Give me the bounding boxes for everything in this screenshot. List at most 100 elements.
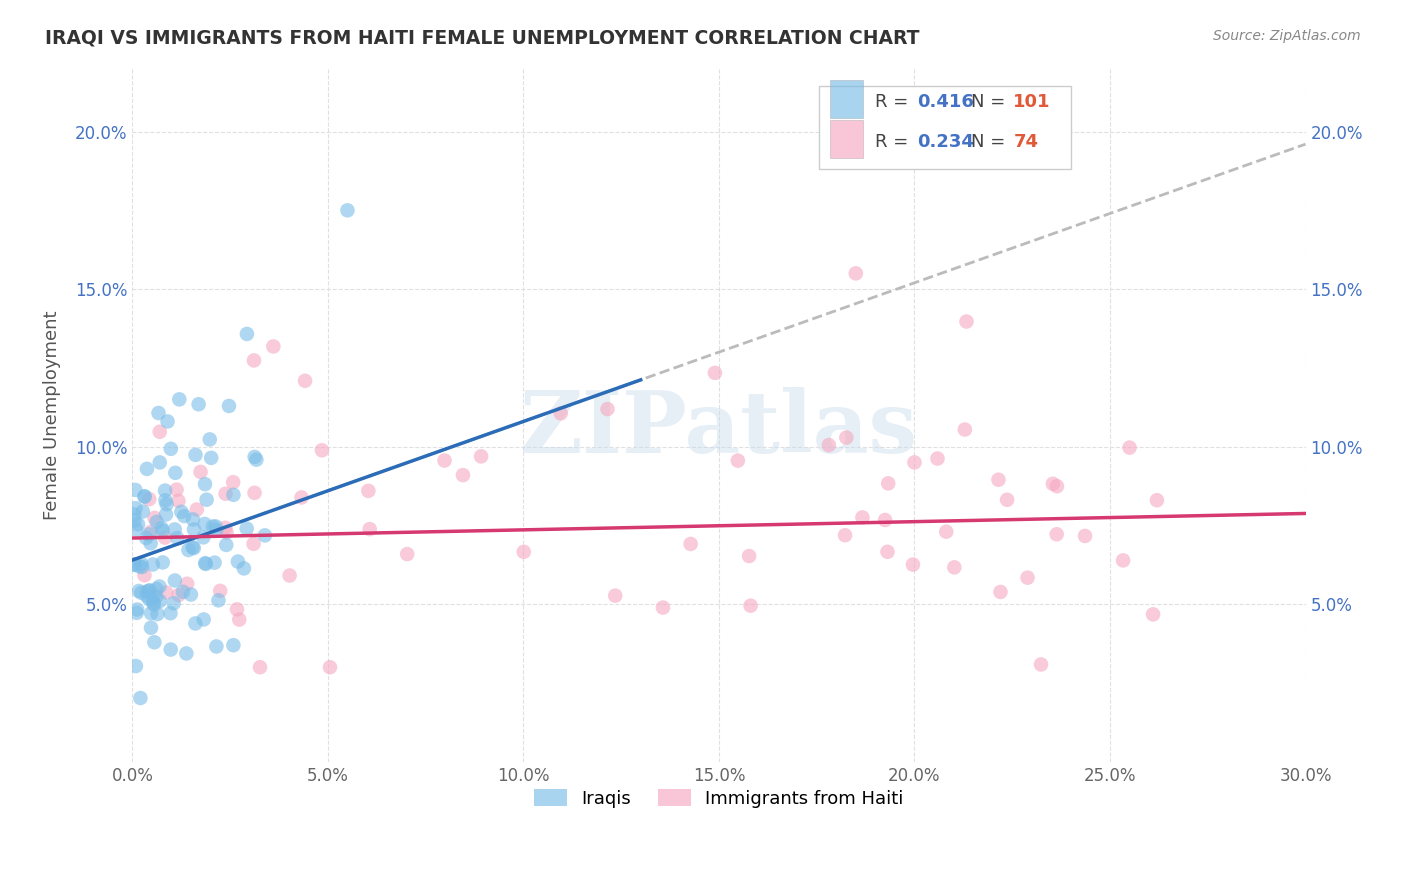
Point	[201, 519, 224, 533]
Point	[153, 531, 176, 545]
Point	[242, 537, 264, 551]
Text: Source: ZipAtlas.com: Source: ZipAtlas.com	[1213, 29, 1361, 43]
Point	[152, 524, 174, 538]
Point	[128, 559, 150, 574]
Point	[249, 660, 271, 674]
Point	[180, 587, 202, 601]
Point	[311, 443, 333, 458]
Text: 101: 101	[1014, 94, 1050, 112]
Point	[294, 374, 316, 388]
Point	[139, 524, 162, 539]
Point	[177, 543, 200, 558]
Point	[138, 583, 160, 598]
Point	[153, 483, 176, 498]
Point	[738, 549, 761, 563]
Point	[124, 483, 146, 497]
Point	[943, 560, 966, 574]
Text: IRAQI VS IMMIGRANTS FROM HAITI FEMALE UNEMPLOYMENT CORRELATION CHART: IRAQI VS IMMIGRANTS FROM HAITI FEMALE UN…	[45, 29, 920, 47]
Point	[1074, 529, 1097, 543]
Point	[173, 508, 195, 523]
Point	[184, 616, 207, 631]
Point	[159, 642, 181, 657]
Text: N =: N =	[972, 134, 1005, 152]
Point	[845, 266, 868, 280]
Point	[138, 527, 160, 541]
Point	[935, 524, 957, 539]
Point	[155, 497, 177, 511]
Point	[1029, 657, 1052, 672]
Point	[156, 414, 179, 428]
FancyBboxPatch shape	[831, 79, 863, 118]
Point	[214, 521, 236, 535]
Point	[194, 477, 217, 491]
Point	[135, 531, 157, 545]
Point	[127, 517, 149, 532]
Point	[995, 492, 1018, 507]
Point	[176, 576, 198, 591]
Point	[125, 606, 148, 620]
Point	[357, 483, 380, 498]
Point	[125, 522, 148, 536]
Text: 0.234: 0.234	[917, 134, 974, 152]
Point	[124, 501, 146, 516]
Point	[1017, 571, 1039, 585]
Point	[124, 514, 146, 528]
Point	[194, 556, 217, 570]
Point	[243, 486, 266, 500]
Point	[166, 483, 188, 497]
Point	[903, 455, 925, 469]
Text: 0.416: 0.416	[917, 94, 974, 112]
Point	[193, 612, 215, 626]
Point	[149, 594, 172, 608]
Point	[163, 596, 186, 610]
Point	[181, 541, 204, 555]
Point	[290, 491, 312, 505]
Point	[194, 516, 217, 531]
Point	[1146, 493, 1168, 508]
Point	[184, 448, 207, 462]
Point	[165, 466, 187, 480]
Point	[194, 557, 217, 571]
Point	[166, 531, 188, 545]
Point	[146, 607, 169, 621]
Text: ZIPatlas: ZIPatlas	[520, 387, 918, 471]
Point	[193, 530, 215, 544]
Point	[851, 510, 873, 524]
Point	[195, 492, 218, 507]
Point	[278, 568, 301, 582]
Point	[148, 406, 170, 420]
Point	[703, 366, 725, 380]
Point	[817, 438, 839, 452]
Point	[160, 442, 183, 456]
Point	[138, 592, 160, 607]
Point	[319, 660, 342, 674]
Point	[740, 599, 762, 613]
Point	[955, 314, 977, 328]
Point	[145, 515, 167, 529]
Point	[222, 475, 245, 490]
Point	[198, 433, 221, 447]
Point	[167, 588, 190, 602]
Text: N =: N =	[972, 94, 1005, 112]
Point	[142, 596, 165, 610]
Point	[139, 536, 162, 550]
Point	[1118, 441, 1140, 455]
Point	[124, 558, 146, 572]
Point	[149, 455, 172, 469]
Point	[451, 468, 474, 483]
Point	[167, 493, 190, 508]
Point	[181, 512, 204, 526]
Legend: Iraqis, Immigrants from Haiti: Iraqis, Immigrants from Haiti	[527, 782, 911, 815]
Point	[134, 489, 156, 503]
Point	[990, 585, 1012, 599]
Point	[135, 589, 157, 603]
Point	[145, 590, 167, 604]
Point	[183, 522, 205, 536]
Point	[132, 504, 155, 518]
Point	[877, 476, 900, 491]
Point	[214, 487, 236, 501]
Point	[1142, 607, 1164, 622]
Point	[513, 545, 536, 559]
Point	[1042, 476, 1064, 491]
Text: R =: R =	[875, 134, 908, 152]
